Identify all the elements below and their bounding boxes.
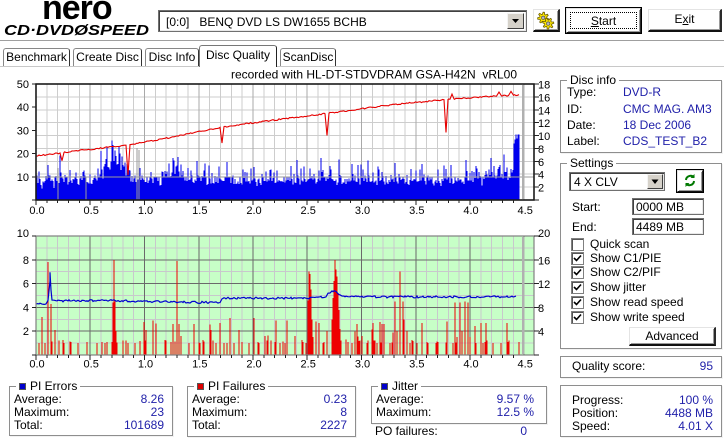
svg-text:3.0: 3.0	[355, 205, 370, 217]
svg-text:8: 8	[538, 144, 544, 156]
svg-text:10: 10	[17, 172, 29, 184]
svg-text:3.5: 3.5	[409, 205, 424, 217]
svg-text:4.5: 4.5	[518, 205, 533, 217]
svg-text:2: 2	[23, 326, 29, 338]
svg-text:0.0: 0.0	[29, 205, 44, 217]
svg-text:2: 2	[538, 183, 544, 195]
svg-text:1.0: 1.0	[138, 205, 153, 217]
svg-text:1.5: 1.5	[192, 359, 207, 371]
svg-text:16: 16	[538, 255, 550, 267]
svg-text:0.0: 0.0	[29, 359, 44, 371]
svg-text:recorded with HL-DT-STDVDRAM G: recorded with HL-DT-STDVDRAM GSA-H42N vR…	[231, 68, 517, 82]
svg-text:8: 8	[538, 303, 544, 315]
svg-text:2.5: 2.5	[301, 359, 316, 371]
svg-text:30: 30	[17, 125, 29, 137]
svg-text:2.0: 2.0	[246, 205, 261, 217]
svg-text:6: 6	[23, 279, 29, 291]
svg-text:40: 40	[17, 102, 29, 114]
svg-text:0.5: 0.5	[84, 359, 99, 371]
svg-text:4.5: 4.5	[518, 359, 533, 371]
svg-text:3.5: 3.5	[409, 359, 424, 371]
svg-text:20: 20	[17, 149, 29, 161]
svg-text:18: 18	[538, 80, 550, 92]
svg-text:2.5: 2.5	[301, 205, 316, 217]
svg-text:20: 20	[538, 228, 550, 240]
svg-text:4.0: 4.0	[463, 359, 478, 371]
svg-text:6: 6	[538, 157, 544, 169]
svg-text:12: 12	[538, 118, 550, 130]
svg-text:0.5: 0.5	[84, 205, 99, 217]
svg-text:4.0: 4.0	[463, 205, 478, 217]
svg-text:3.0: 3.0	[355, 359, 370, 371]
svg-text:4: 4	[538, 170, 544, 182]
svg-text:50: 50	[17, 79, 29, 91]
svg-text:14: 14	[538, 105, 550, 117]
svg-text:10: 10	[538, 131, 550, 143]
svg-text:1.5: 1.5	[192, 205, 207, 217]
svg-text:12: 12	[538, 279, 550, 291]
svg-text:16: 16	[538, 92, 550, 104]
svg-text:8: 8	[23, 255, 29, 267]
svg-text:1.0: 1.0	[138, 359, 153, 371]
svg-text:4: 4	[23, 302, 29, 314]
svg-text:10: 10	[17, 228, 29, 240]
svg-text:4: 4	[538, 327, 544, 339]
svg-text:2.0: 2.0	[246, 359, 261, 371]
